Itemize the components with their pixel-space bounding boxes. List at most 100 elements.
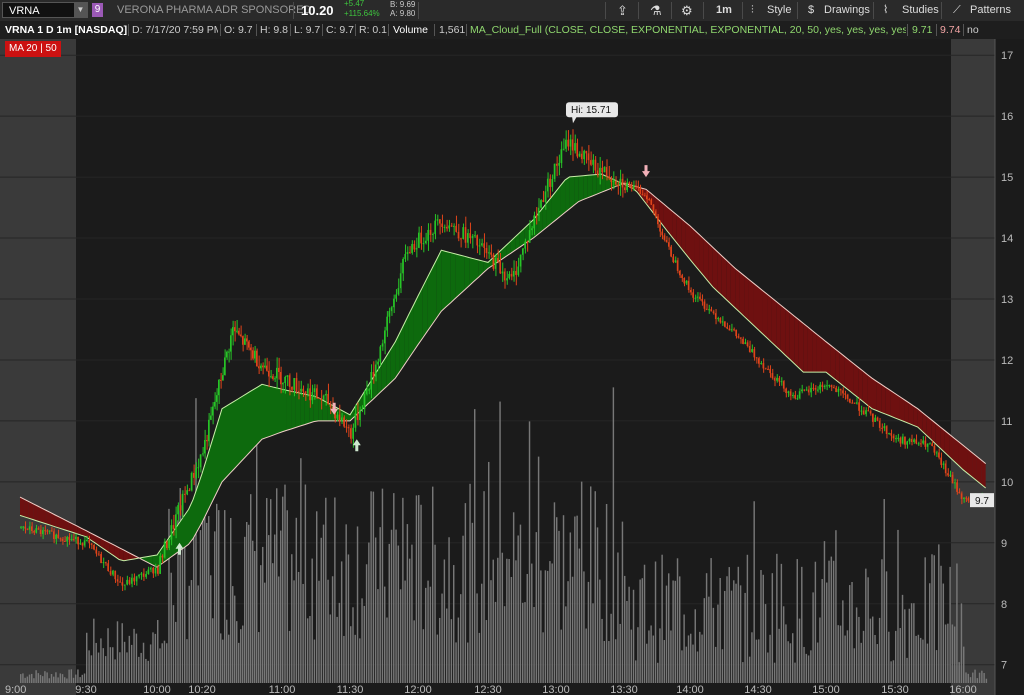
candle-body <box>116 579 119 582</box>
volume-bar <box>780 563 783 683</box>
volume-bar <box>159 648 161 683</box>
cloud-segment <box>230 401 234 474</box>
candle-body <box>291 386 293 390</box>
candle-body <box>639 187 642 195</box>
volume-bar <box>168 508 170 683</box>
drawings-button[interactable]: Drawings <box>824 4 870 16</box>
dollar-icon[interactable]: $ <box>808 4 815 16</box>
timeframe-button[interactable]: 1m <box>716 4 732 16</box>
candle-body <box>208 419 210 442</box>
cloud-segment <box>876 381 882 413</box>
candle-body <box>510 273 513 277</box>
cloud-segment <box>885 387 891 417</box>
candle-body <box>244 338 246 345</box>
volume-bar <box>810 650 812 683</box>
candle-body <box>867 410 870 412</box>
candle-body <box>177 505 179 515</box>
candle-body <box>429 229 432 235</box>
volume-bar <box>304 484 307 683</box>
volume-bar <box>48 678 51 683</box>
volume-bar <box>453 565 455 683</box>
candle-body <box>390 307 393 312</box>
study-value-flag: no <box>967 24 979 36</box>
patterns-button[interactable]: Patterns <box>970 4 1011 16</box>
volume-bar <box>724 590 726 683</box>
volume-bar <box>692 644 694 683</box>
candle-body <box>694 297 697 299</box>
symbol-dropdown-icon[interactable]: ▼ <box>74 3 87 17</box>
volume-bar <box>116 621 119 683</box>
volume-bar <box>972 672 974 683</box>
symbol-input[interactable]: VRNA <box>2 2 88 18</box>
cloud-segment <box>862 370 868 406</box>
volume-bar <box>801 566 803 683</box>
volume-bar <box>710 558 712 683</box>
candle-body <box>719 318 722 323</box>
volume-bar <box>821 579 823 683</box>
cloud-segment <box>50 512 56 527</box>
volume-bar <box>544 570 547 683</box>
volume-bar <box>610 613 612 683</box>
cloud-segment <box>418 286 423 345</box>
volume-bar <box>751 632 753 683</box>
candle-body <box>420 232 422 244</box>
volume-bar <box>949 566 951 683</box>
cloud-segment <box>826 341 831 376</box>
cloud-segment <box>179 515 184 551</box>
cloud-segment <box>744 275 749 321</box>
volume-bar <box>450 619 453 683</box>
candle-body <box>236 330 238 332</box>
candle-body <box>601 167 603 173</box>
x-tick-label: 11:30 <box>337 684 364 695</box>
candle-body <box>874 417 876 422</box>
cloud-segment <box>546 197 552 228</box>
candle-body <box>388 311 391 317</box>
share-icon[interactable]: ⇪ <box>617 3 628 18</box>
candle-body <box>576 143 579 157</box>
flask-icon[interactable]: ⚗ <box>650 3 662 18</box>
candle-body <box>104 562 107 564</box>
candle-body <box>397 288 400 295</box>
candle-body <box>578 153 581 157</box>
studies-icon[interactable]: ⌇ <box>883 4 889 16</box>
buy-signal-arrow <box>352 439 361 452</box>
candle-body <box>676 260 679 271</box>
candle-body <box>865 410 867 415</box>
candle-body <box>464 227 467 243</box>
cloud-segment <box>981 459 986 488</box>
style-button[interactable]: Style <box>767 4 792 16</box>
volume-bar <box>881 559 883 683</box>
price-change-pct: +115.64% <box>344 9 380 18</box>
x-tick-label: 16:00 <box>949 684 977 695</box>
volume-bar <box>443 559 446 683</box>
volume-bar <box>306 618 309 683</box>
style-icon[interactable]: ⫶ <box>751 4 754 16</box>
volume-bar <box>755 639 758 683</box>
bar-high: H: 9.8 <box>260 24 289 36</box>
volume-bar <box>767 652 769 683</box>
symbol-link-badge[interactable]: 9 <box>92 3 103 17</box>
candle-body <box>692 292 694 298</box>
studies-button[interactable]: Studies <box>902 4 939 16</box>
cloud-segment <box>469 257 474 286</box>
volume-bar <box>166 643 168 683</box>
volume-bar <box>109 647 112 683</box>
candle-body <box>395 294 397 299</box>
price-chart[interactable]: Hi: 15.71 7 8 9 10 11 12 13 14 15 16 17 9:00 9:30 10:… <box>0 39 1024 695</box>
cloud-segment <box>64 519 69 532</box>
candle-body <box>583 150 585 160</box>
volume-bar <box>819 617 821 683</box>
candle-body <box>154 567 157 574</box>
volume-bar <box>361 598 363 683</box>
candle-body <box>212 406 214 416</box>
volume-bar <box>876 644 879 683</box>
volume-bar <box>576 515 578 683</box>
patterns-icon[interactable]: ⟋ <box>953 4 961 16</box>
ma-study-badge[interactable]: MA 20 | 50 <box>5 41 61 57</box>
gear-icon[interactable]: ⚙ <box>681 3 693 18</box>
volume-bar <box>427 580 429 683</box>
volume-bar <box>469 483 471 683</box>
volume-bar <box>807 655 810 683</box>
volume-bar <box>826 582 828 683</box>
candle-body <box>748 346 751 352</box>
